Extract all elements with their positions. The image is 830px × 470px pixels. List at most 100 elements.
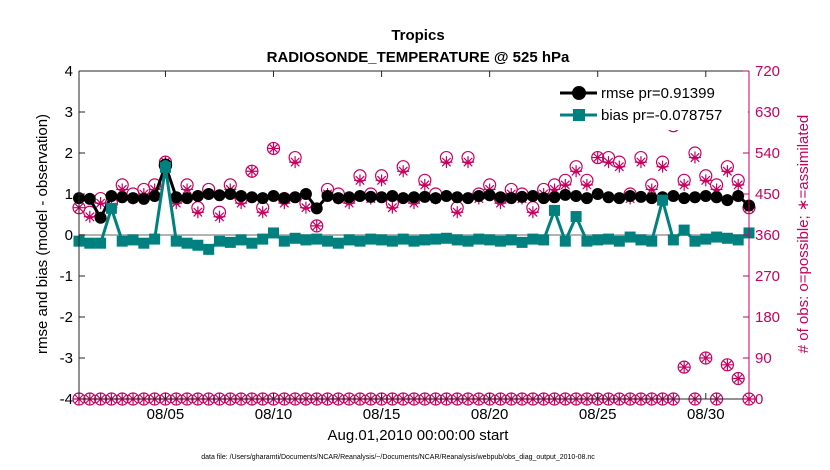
obs-assimilated-point	[245, 165, 258, 178]
y-axis-label-left: rmse and bias (model - observation)	[34, 114, 51, 354]
obs-assimilated-point	[353, 174, 366, 187]
legend-box	[556, 80, 748, 130]
x-tick-label: 08/15	[363, 406, 401, 423]
rmse-point	[299, 188, 312, 200]
y-tick-label-left: 4	[65, 63, 73, 80]
rmse-point	[267, 190, 280, 203]
bias-point	[548, 204, 560, 216]
rmse-point	[440, 190, 453, 203]
rmse-point	[451, 191, 464, 204]
obs-assimilated-point	[397, 165, 410, 178]
obs-assimilated-point	[570, 165, 583, 178]
obs-low-assimilated-point	[732, 372, 745, 385]
obs-assimilated-point	[721, 165, 734, 178]
y-tick-label-left: 1	[65, 186, 73, 203]
rmse-point	[386, 190, 399, 203]
y-tick-label-right: 630	[755, 104, 780, 121]
bias-point	[408, 235, 420, 247]
bias-point	[365, 233, 377, 245]
rmse-point	[116, 191, 129, 204]
rmse-point	[127, 192, 140, 205]
bias-point	[181, 237, 193, 249]
bias-point	[505, 234, 517, 246]
y-tick-label-right: 270	[755, 268, 780, 285]
bias-point	[516, 236, 528, 248]
rmse-point	[418, 190, 431, 203]
obs-assimilated-point	[559, 178, 572, 191]
bias-point	[451, 234, 463, 246]
rmse-point	[408, 191, 420, 204]
bias-point	[624, 231, 636, 243]
bias-point	[721, 232, 733, 244]
rmse-point	[634, 190, 647, 203]
rmse-point	[83, 192, 96, 205]
obs-assimilated-point	[256, 206, 269, 219]
legend-bias-marker	[573, 109, 585, 121]
bias-point	[332, 237, 344, 249]
bias-point	[354, 235, 366, 247]
rmse-point	[137, 192, 150, 205]
y-tick-label-left: 3	[65, 104, 73, 121]
data-file-footnote: data file: /Users/gharamti/Documents/NCA…	[201, 454, 595, 461]
y-tick-label-left: -4	[60, 391, 73, 408]
obs-assimilated-point	[289, 156, 302, 169]
obs-assimilated-point	[213, 210, 226, 223]
bias-point	[95, 237, 107, 249]
obs-assimilated-point	[602, 156, 615, 169]
bias-point	[440, 232, 452, 244]
rmse-point	[472, 190, 485, 203]
bias-point	[322, 235, 334, 247]
rmse-point	[181, 192, 194, 205]
y-tick-label-right: 450	[755, 186, 780, 203]
obs-assimilated-point	[418, 178, 431, 191]
bias-point	[484, 234, 496, 246]
obs-assimilated-point	[732, 178, 745, 191]
bias-point	[678, 224, 690, 236]
bias-point	[311, 233, 323, 245]
bias-point	[268, 227, 280, 239]
rmse-point	[289, 191, 302, 204]
bias-point	[203, 243, 215, 255]
bias-point	[559, 235, 571, 247]
obs-assimilated-point	[94, 197, 107, 210]
bias-point	[462, 235, 474, 247]
rmse-series	[73, 158, 755, 224]
bias-point	[192, 239, 204, 251]
rmse-point	[537, 192, 550, 205]
rmse-point	[364, 190, 377, 203]
bias-point	[170, 235, 182, 247]
bias-point	[84, 237, 96, 249]
rmse-point	[710, 191, 723, 204]
bias-point	[603, 233, 615, 245]
bias-point	[149, 233, 161, 245]
obs-assimilated-point	[181, 183, 194, 196]
obs-assimilated-point	[310, 219, 323, 232]
bias-point	[689, 235, 701, 247]
y-tick-label-left: -1	[60, 268, 73, 285]
obs-assimilated-point	[299, 201, 312, 214]
bias-point	[667, 234, 679, 246]
rmse-point	[429, 192, 442, 205]
rmse-point	[721, 194, 734, 207]
obs-assimilated-point	[591, 151, 604, 164]
rmse-point	[278, 192, 291, 205]
obs-assimilated-point	[267, 142, 280, 155]
rmse-point	[105, 190, 118, 203]
rmse-point	[397, 192, 410, 205]
bias-point	[473, 233, 485, 245]
obs-assimilated-point	[116, 183, 129, 196]
rmse-point	[170, 191, 183, 204]
rmse-point	[462, 192, 475, 205]
bias-point	[343, 234, 355, 246]
y-tick-label-left: 2	[65, 145, 73, 162]
rmse-point	[505, 192, 518, 205]
rmse-point	[148, 190, 161, 203]
bias-point	[116, 235, 128, 247]
y-tick-label-right: 90	[755, 350, 772, 367]
bias-point	[527, 233, 539, 245]
rmse-point	[245, 191, 258, 204]
obs-assimilated-point	[83, 210, 96, 223]
rmse-point	[375, 191, 388, 204]
bias-point	[376, 234, 388, 246]
rmse-point	[516, 190, 529, 203]
